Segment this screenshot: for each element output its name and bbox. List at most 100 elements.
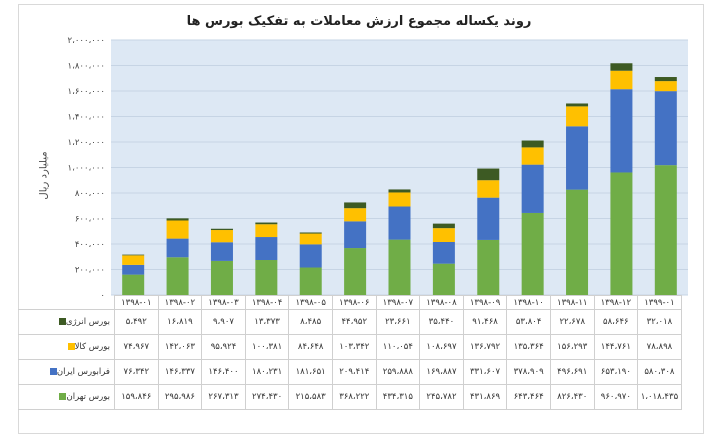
data-label: ۱۱۰،۰۵۴: [375, 334, 421, 360]
bar-segment: [610, 172, 633, 295]
bar-segment: [210, 260, 233, 295]
legend-swatch: [49, 368, 57, 375]
legend-swatch: [58, 318, 66, 325]
data-label: ۳۲،۰۱۸: [637, 309, 682, 335]
bar-segment: [122, 264, 145, 275]
data-label: ۸۲۶،۴۳۰: [549, 384, 595, 410]
bar-segment: [166, 220, 189, 239]
data-label: ۴۴،۹۵۲: [331, 309, 377, 335]
bar-segment: [477, 197, 500, 240]
bar-segment: [299, 244, 322, 268]
y-tick-label: ۱،۰۰۰،۰۰۰: [68, 164, 105, 174]
bar-segment: [255, 237, 278, 261]
bar-segment: [610, 89, 633, 173]
x-tick-label: ۱۳۹۸-۰۶: [331, 295, 377, 310]
data-label: ۳۵،۴۴۰: [419, 309, 464, 335]
data-label: ۱۸۱،۶۵۱: [288, 359, 333, 385]
legend-label: بورس تهران: [66, 392, 110, 402]
table-row: بورس کالا ۷۴،۹۶۷ ۱۴۲،۰۶۳ ۹۵،۹۲۴ ۱۰۰،۳۸۱ ۸۴،۶۴…: [18, 334, 682, 360]
data-label: ۲۳،۶۶۱: [375, 309, 421, 335]
y-tick-label: ۱،۸۰۰،۰۰۰: [68, 62, 105, 72]
data-label: ۲۲،۶۷۸: [549, 309, 595, 335]
data-label: ۲۰۹،۴۱۴: [331, 359, 377, 385]
legend-entry: بورس تهران: [18, 384, 115, 410]
data-label: ۱۸۰،۲۳۱: [244, 359, 290, 385]
table-row: بورس تهران ۱۵۹،۸۴۶ ۲۹۵،۹۸۶ ۲۶۷،۳۱۳ ۲۷۴،۴۳۰ ۲۱…: [18, 384, 682, 410]
bar-segment: [477, 168, 500, 181]
table-row: بورس انرژی ۵،۴۹۲ ۱۶،۸۱۹ ۹،۹۰۷ ۱۳،۳۷۳ ۸،۴۸۵ ۴۴،…: [18, 309, 682, 335]
bar-segment: [610, 63, 633, 71]
data-label: ۳۷۸،۹۰۹: [506, 359, 551, 385]
table-corner: [18, 296, 115, 310]
data-label: ۱۰۰،۳۸۱: [244, 334, 290, 360]
data-label: ۴۳۴،۳۱۵: [375, 384, 421, 410]
bar-segment: [344, 248, 367, 295]
bar-segment: [166, 218, 189, 221]
bar-segment: [210, 230, 233, 243]
data-label: ۲۷۴،۴۳۰: [244, 384, 290, 410]
data-label: ۸۴،۶۴۸: [288, 334, 333, 360]
data-label: ۵،۴۹۲: [114, 309, 159, 335]
bar-segment: [654, 91, 677, 166]
data-label: ۲۱۵،۵۸۳: [288, 384, 333, 410]
bar-segment: [299, 232, 322, 234]
bar-segment: [122, 274, 145, 295]
data-label: ۱۵۹،۸۴۶: [114, 384, 159, 410]
data-label: ۶۵۳،۱۹۰: [593, 359, 639, 385]
bar-segment: [388, 206, 411, 240]
data-label: ۵۸،۶۴۶: [593, 309, 639, 335]
bar-segment: [210, 228, 233, 231]
legend-entry: بورس انرژی: [18, 309, 115, 335]
bar-segment: [344, 208, 367, 222]
table-header-row: ۱۳۹۸-۰۱ ۱۳۹۸-۰۲ ۱۳۹۸-۰۳ ۱۳۹۸-۰۴ ۱۳۹۸-۰۵ ۱۳۹۸-…: [18, 295, 682, 310]
y-tick-label: ۲۰۰،۰۰۰: [75, 266, 105, 276]
bar-segment: [521, 147, 544, 165]
data-label: ۵۸۰،۳۰۸: [637, 359, 682, 385]
bar-segment: [388, 192, 411, 207]
bar-segment: [477, 239, 500, 295]
bar-segment: [432, 223, 455, 229]
bar-segment: [521, 140, 544, 148]
data-label: ۵۳،۸۰۴: [506, 309, 551, 335]
bar-segment: [388, 239, 411, 295]
bar-segment: [122, 255, 145, 265]
x-tick-label: ۱۳۹۹-۰۱: [637, 295, 682, 310]
bar-segment: [566, 189, 589, 295]
bar-segment: [432, 263, 455, 295]
legend-label: بورس کالا: [74, 342, 110, 352]
bar-segment: [610, 70, 633, 90]
bar-segment: [654, 81, 677, 92]
x-tick-label: ۱۳۹۸-۰۳: [201, 295, 246, 310]
data-label: ۹۵،۹۲۴: [201, 334, 246, 360]
y-tick-label: ۴۰۰،۰۰۰: [75, 240, 105, 250]
legend-label: بورس انرژی: [65, 317, 110, 327]
x-tick-label: ۱۳۹۸-۰۵: [288, 295, 333, 310]
data-label: ۴۹۶،۶۹۱: [549, 359, 595, 385]
x-tick-label: ۱۳۹۸-۱۰: [506, 295, 551, 310]
data-label: ۱۳۵،۳۶۴: [506, 334, 551, 360]
x-tick-label: ۱۳۹۸-۰۴: [244, 295, 290, 310]
data-table: ۱۳۹۸-۰۱ ۱۳۹۸-۰۲ ۱۳۹۸-۰۳ ۱۳۹۸-۰۴ ۱۳۹۸-۰۵ ۱۳۹۸-…: [18, 295, 682, 410]
data-label: ۴۳۱،۸۶۹: [462, 384, 508, 410]
legend-entry: فرابورس ایران: [18, 359, 115, 385]
bar-segment: [432, 228, 455, 243]
data-label: ۱۳،۳۷۳: [244, 309, 290, 335]
data-label: ۳۶۸،۲۲۲: [331, 384, 377, 410]
data-label: ۹،۹۰۷: [201, 309, 246, 335]
legend-swatch: [67, 343, 75, 350]
data-label: ۹۶۰،۹۷۰: [593, 384, 639, 410]
bar-segment: [654, 165, 677, 295]
data-label: ۲۵۹،۸۸۸: [375, 359, 421, 385]
data-label: ۳۳۱،۶۰۷: [462, 359, 508, 385]
bar-segment: [255, 222, 278, 225]
data-label: ۱۴۴،۷۶۱: [593, 334, 639, 360]
bar-segment: [477, 180, 500, 198]
data-label: ۱۰۳،۳۴۲: [331, 334, 377, 360]
bar-segment: [566, 126, 589, 190]
x-tick-label: ۱۳۹۸-۰۹: [462, 295, 508, 310]
bar-segment: [255, 260, 278, 295]
bar-segment: [344, 202, 367, 209]
data-label: ۱۰۸،۶۹۷: [419, 334, 464, 360]
data-label: ۱۶۹،۸۸۷: [419, 359, 464, 385]
data-label: ۸،۴۸۵: [288, 309, 333, 335]
